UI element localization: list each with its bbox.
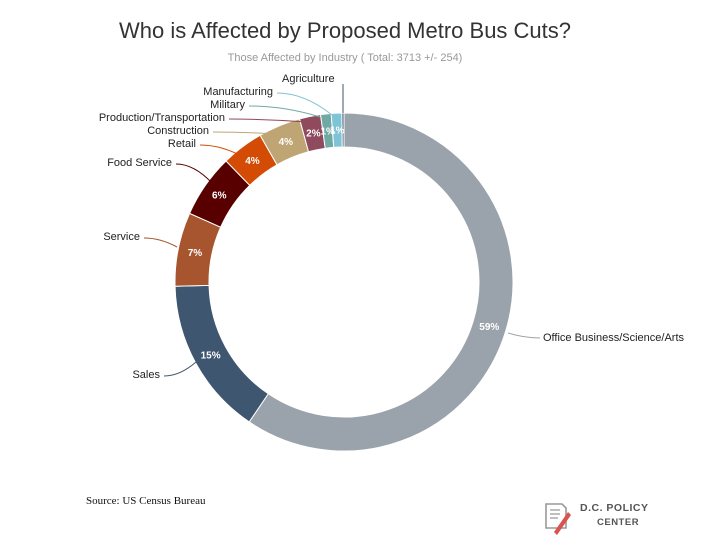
- connector-line: [143, 237, 178, 248]
- percent-label: 4%: [245, 156, 260, 167]
- category-label: Office Business/Science/Arts: [543, 332, 685, 344]
- slice-sales: [174, 284, 269, 423]
- connector-line: [228, 118, 307, 123]
- category-label: Retail: [168, 138, 196, 150]
- category-label: Production/Transportation: [99, 112, 225, 124]
- percent-label: 1%: [330, 126, 345, 137]
- percent-label: 2%: [306, 129, 321, 140]
- connector-line: [276, 92, 333, 116]
- connector-line: [212, 131, 278, 135]
- percent-label: 1%: [320, 126, 335, 137]
- percent-label: 4%: [279, 137, 294, 148]
- category-label: Food Service: [107, 157, 172, 169]
- percent-labels: 59%15%7%6%4%4%2% 1%1%: [188, 126, 500, 362]
- category-label: Military: [210, 99, 245, 111]
- connector-line: [248, 105, 321, 118]
- percent-label: 7%: [188, 248, 203, 259]
- logo-text-line1: D.C. POLICY: [580, 502, 649, 514]
- category-label: Agriculture: [282, 73, 335, 85]
- chart-title: Who is Affected by Proposed Metro Bus Cu…: [119, 18, 571, 43]
- slice-agriculture: [341, 112, 345, 148]
- percent-label: 59%: [479, 322, 499, 333]
- connector-line: [507, 332, 541, 339]
- category-label: Manufacturing: [203, 86, 273, 98]
- source-note: Source: US Census Bureau: [86, 495, 206, 507]
- percent-label: 6%: [212, 191, 227, 202]
- category-label: Service: [103, 231, 140, 243]
- category-labels: Office Business/Science/Arts Sales Service…: [99, 73, 685, 381]
- chart-subtitle: Those Affected by Industry ( Total: 3713…: [228, 52, 463, 64]
- connector-line: [175, 163, 213, 184]
- slice-office-business-science-arts: [248, 112, 514, 452]
- donut-slices: [174, 112, 514, 452]
- logo-text-line2: CENTER: [597, 517, 640, 528]
- percent-label: 15%: [201, 350, 221, 361]
- connector-line: [163, 361, 197, 377]
- category-label: Construction: [147, 125, 209, 137]
- dc-policy-center-logo: D.C. POLICY CENTER: [540, 498, 690, 538]
- document-pen-icon: [545, 503, 571, 535]
- label-connectors: [143, 84, 541, 377]
- connector-line: [199, 144, 246, 159]
- category-label: Sales: [132, 369, 160, 381]
